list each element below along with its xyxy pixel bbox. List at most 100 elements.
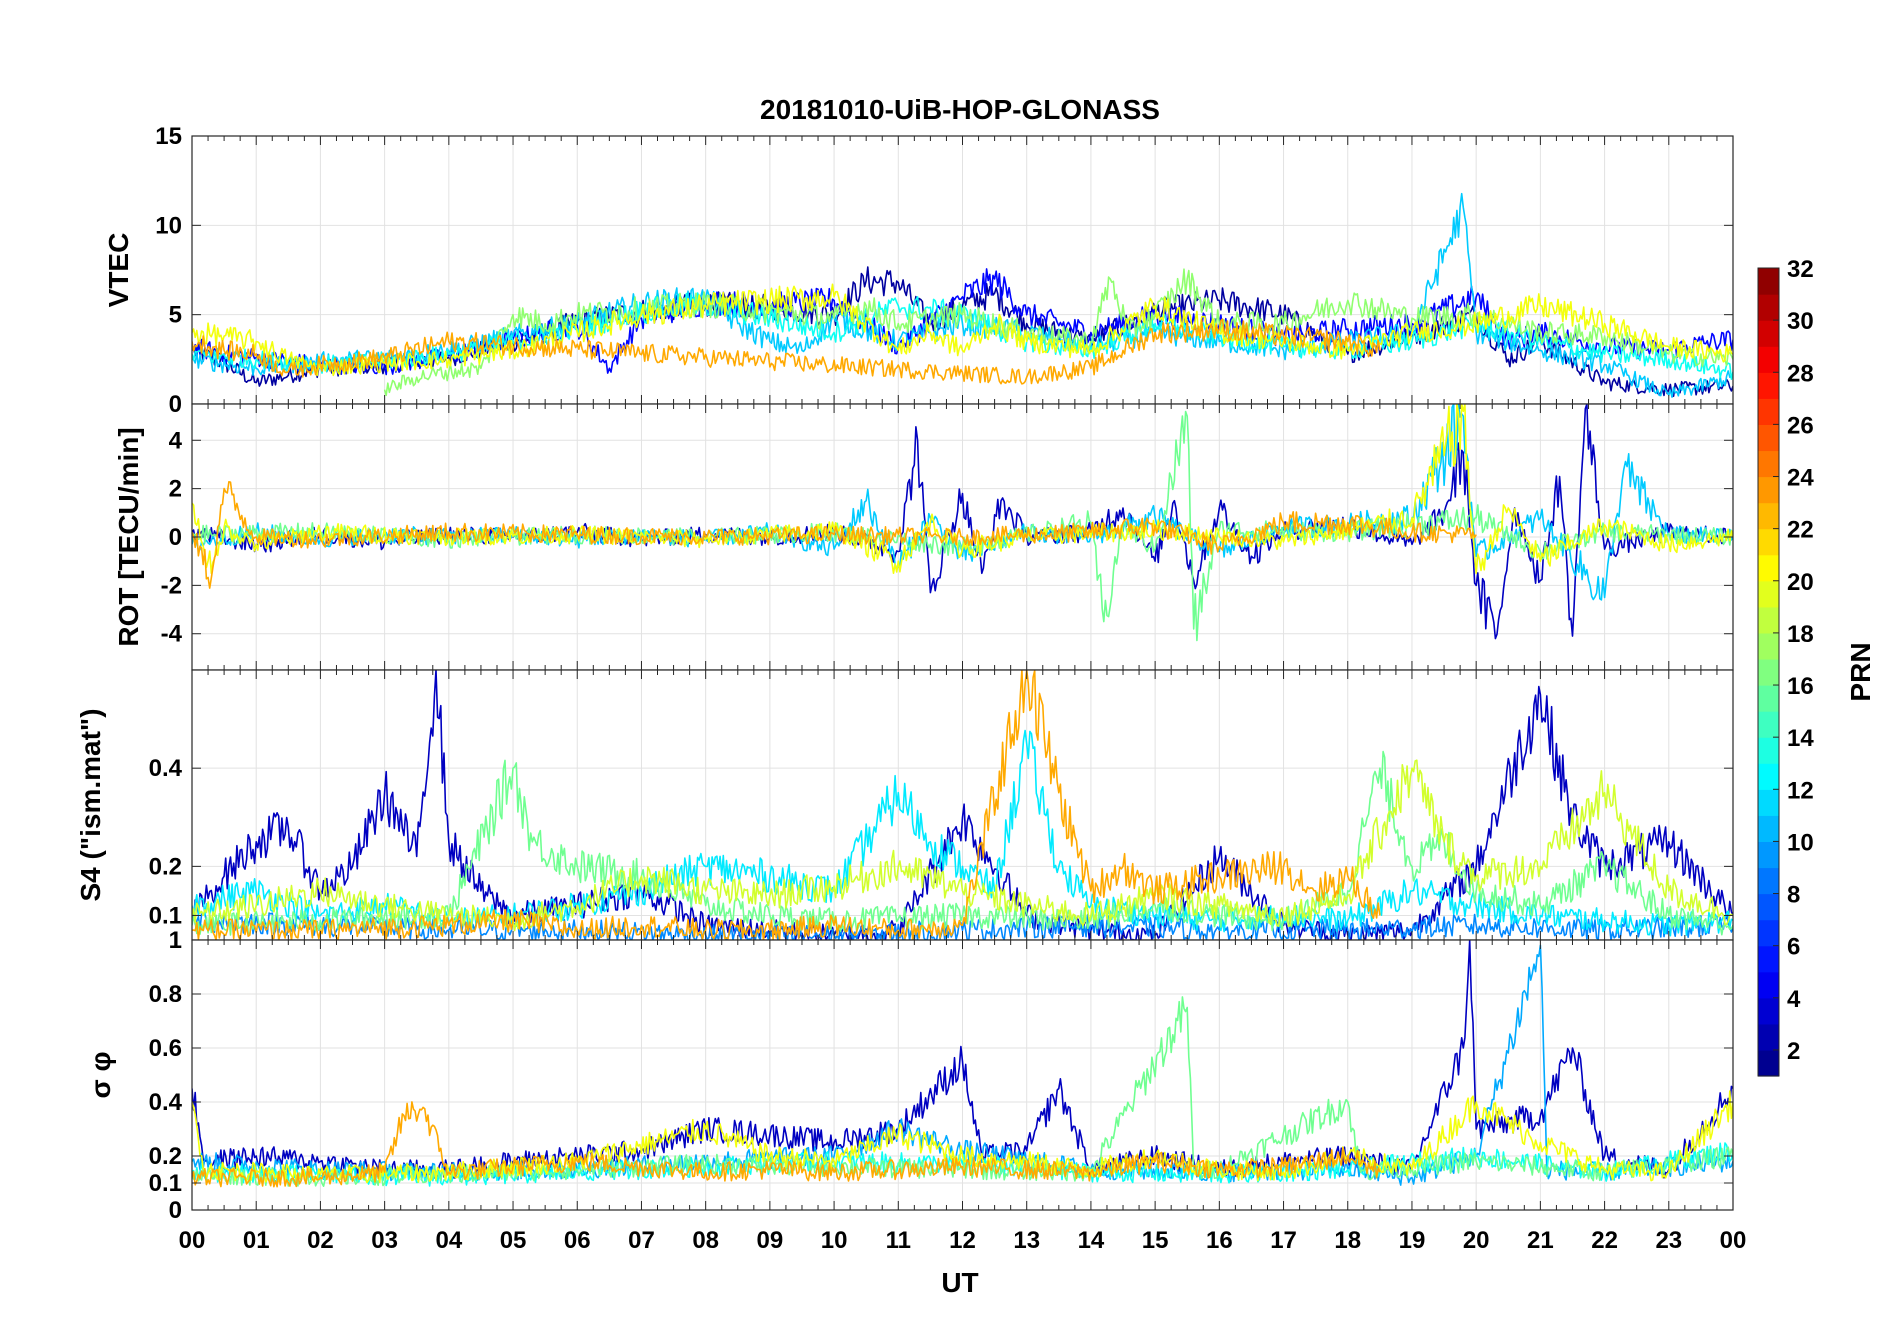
y-tick-label: 0.4: [149, 755, 183, 782]
colorbar-segment: [1758, 320, 1779, 347]
y-tick-label: 15: [155, 123, 182, 150]
colorbar-tick-label: 8: [1787, 882, 1800, 909]
y-tick-label: 10: [155, 212, 182, 239]
colorbar-tick-label: 10: [1787, 829, 1814, 856]
series-line-prn-23: [192, 1101, 1381, 1188]
y-tick-label: 2: [169, 476, 182, 503]
y-tick-label: 0.2: [149, 853, 182, 880]
colorbar-tick-label: 6: [1787, 934, 1800, 961]
colorbar-segment: [1758, 424, 1779, 452]
colorbar-tick-label: 26: [1787, 412, 1814, 439]
panel-rot: -4 -2 0 2 4 ROT [TECU/min]: [113, 403, 1734, 671]
series-line-prn-23: [192, 318, 1381, 385]
colorbar-segment: [1758, 450, 1779, 478]
colorbar-tick-label: 24: [1787, 465, 1814, 492]
y-axis-label-vtec: VTEC: [103, 233, 134, 308]
colorbar-segment: [1758, 997, 1779, 1025]
x-tick-label: 11: [886, 1227, 911, 1254]
y-tick-label: 0.4: [149, 1089, 183, 1116]
y-tick-label: 0: [169, 391, 182, 418]
x-tick-label: 00: [1720, 1227, 1747, 1254]
colorbar-tick-label: 14: [1787, 725, 1814, 752]
colorbar-frame: [1757, 267, 1780, 1077]
colorbar-segment: [1758, 476, 1779, 504]
colorbar-tick-label: 32: [1787, 256, 1814, 283]
y-tick-label: 0.6: [149, 1035, 182, 1062]
y-tick-label: -4: [161, 621, 183, 648]
colorbar-segment: [1758, 268, 1779, 295]
colorbar-segment: [1758, 685, 1779, 712]
series-line-prn-3: [192, 670, 1733, 940]
colorbar-tick-label: 30: [1787, 308, 1814, 335]
colorbar-segment: [1758, 398, 1779, 425]
x-tick-label: 16: [1206, 1227, 1233, 1254]
colorbar-segment: [1758, 658, 1779, 686]
colorbar-segment: [1758, 528, 1779, 556]
x-tick-label: 04: [435, 1227, 462, 1254]
x-tick-label: 12: [949, 1227, 976, 1254]
y-tick-label: 0: [169, 1197, 182, 1224]
colorbar-segment: [1758, 1023, 1779, 1051]
colorbar-tick-label: 22: [1787, 517, 1814, 544]
colorbar-segment: [1758, 580, 1779, 608]
colorbar-segment: [1758, 711, 1779, 738]
x-tick-label: 09: [757, 1227, 784, 1254]
series-line-prn-23: [192, 670, 1381, 940]
series-line-prn-12: [192, 729, 1733, 937]
colorbar-label: PRN: [1845, 642, 1876, 701]
colorbar-tick-label: 2: [1787, 1038, 1800, 1065]
colorbar-segment: [1758, 841, 1779, 869]
series-line-prn-5: [192, 268, 1733, 376]
y-tick-label: 0.8: [149, 981, 182, 1008]
colorbar-tick-label: 20: [1787, 569, 1814, 596]
colorbar-segment: [1758, 971, 1779, 999]
panel-sigma_phi: 00.10.2 0.4 0.6 0.8 1 σ φ: [85, 927, 1734, 1224]
colorbar-segment: [1758, 893, 1779, 921]
x-tick-label: 21: [1527, 1227, 1554, 1254]
series-group: [192, 670, 1733, 940]
y-tick-label: 1: [169, 927, 182, 954]
colorbar-tick-label: 4: [1787, 986, 1801, 1013]
colorbar-segment: [1758, 919, 1779, 947]
colorbar-segment: [1758, 867, 1779, 895]
x-tick-label: 08: [692, 1227, 719, 1254]
x-tick-label: 13: [1013, 1227, 1040, 1254]
x-tick-label: 17: [1270, 1227, 1297, 1254]
colorbar-tick-label: 12: [1787, 777, 1814, 804]
series-line-prn-20: [192, 283, 1733, 377]
series-line-prn-11: [192, 192, 1733, 398]
series-line-prn-19: [192, 759, 1733, 932]
y-tick-label: -2: [161, 572, 182, 599]
series-line-prn-9: [192, 908, 1733, 940]
x-tick-label: 01: [243, 1227, 270, 1254]
y-tick-label: 5: [169, 302, 182, 329]
colorbar-segment: [1758, 763, 1779, 790]
x-tick-label: 14: [1078, 1227, 1105, 1254]
x-tick-label: 15: [1142, 1227, 1169, 1254]
y-tick-label: 0.1: [149, 902, 182, 929]
series-group: [192, 404, 1733, 642]
chart-title: 20181010-UiB-HOP-GLONASS: [760, 94, 1160, 125]
colorbar-tick-label: 28: [1787, 360, 1814, 387]
colorbar-segment: [1758, 606, 1779, 634]
x-tick-label: 20: [1463, 1227, 1490, 1254]
colorbar-segment: [1758, 554, 1779, 582]
x-tick-labels: 00 01 02 03 04 05 06 07 08 09 10 11 12 13 14 15 16 17 18 19…: [179, 1227, 1747, 1254]
series-group: [192, 940, 1733, 1188]
colorbar-segment: [1758, 789, 1779, 816]
colorbar-segment: [1758, 502, 1779, 530]
series-line-prn-23: [192, 481, 1477, 589]
x-tick-label: 19: [1399, 1227, 1426, 1254]
panel-vtec: 0 5 10 15 VTEC: [103, 123, 1734, 418]
x-tick-label: 10: [821, 1227, 848, 1254]
x-tick-label: 02: [307, 1227, 334, 1254]
x-tick-label: 03: [371, 1227, 398, 1254]
colorbar-segment: [1758, 737, 1779, 764]
colorbar-segment: [1758, 815, 1779, 843]
colorbar-segment: [1758, 372, 1779, 399]
x-tick-label: 18: [1334, 1227, 1361, 1254]
y-tick-label: 4: [169, 427, 183, 454]
